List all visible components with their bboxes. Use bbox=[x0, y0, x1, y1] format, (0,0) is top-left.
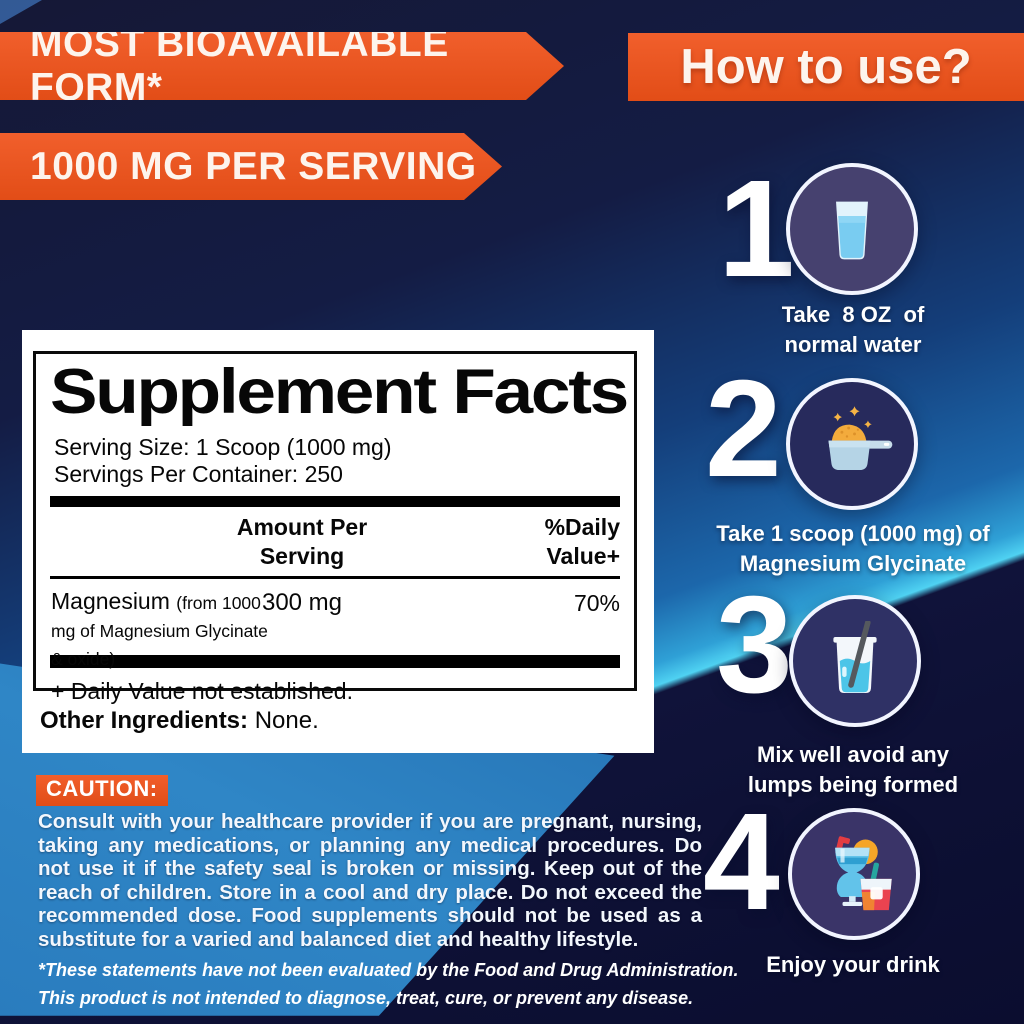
step-1-circle bbox=[786, 163, 918, 295]
divider-thick-bottom bbox=[50, 655, 620, 668]
fda-disclaimer: *These statements have not been evaluate… bbox=[38, 956, 758, 1012]
step-1-number: 1 bbox=[718, 152, 795, 306]
water-glass-icon bbox=[836, 201, 868, 260]
banner-per-serving-label: 1000 MG PER SERVING bbox=[30, 144, 477, 188]
nutrient-amount: 300 mg bbox=[261, 589, 343, 616]
step-3-number: 3 bbox=[716, 568, 793, 722]
other-ingredients-value: None. bbox=[248, 707, 319, 734]
fda-disclaimer-line2: This product is not intended to diagnose… bbox=[38, 988, 694, 1008]
nutrient-daily-value: 70% bbox=[573, 590, 620, 616]
mixing-beaker-icon bbox=[833, 621, 877, 693]
amount-per-serving-header: Amount Per Serving bbox=[236, 514, 368, 569]
step-2-number: 2 bbox=[705, 352, 782, 506]
how-to-use-header: How to use? bbox=[628, 33, 1024, 101]
divider-thin bbox=[50, 576, 620, 579]
supplement-facts-title: Supplement Facts bbox=[50, 357, 629, 427]
supplement-facts-box: Supplement Facts Serving Size: 1 Scoop (… bbox=[33, 351, 637, 704]
step-2-caption: Take 1 scoop (1000 mg) of Magnesium Glyc… bbox=[716, 521, 990, 576]
servings-per-container: Servings Per Container: 250 bbox=[54, 461, 343, 487]
serving-size: Serving Size: 1 Scoop (1000 mg) bbox=[54, 434, 392, 460]
banner-most-bioavailable: MOST BIOAVAILABLE FORM* bbox=[0, 32, 564, 100]
step-4-circle bbox=[788, 808, 920, 940]
nutrient-name-note: (from 1000 mg of Magnesium Glycinate & o… bbox=[51, 593, 268, 669]
step-1-caption: Take 8 OZ of normal water bbox=[781, 302, 925, 357]
other-ingredients: Other Ingredients: None. bbox=[40, 707, 319, 735]
caution-badge: CAUTION: bbox=[36, 775, 168, 806]
powder-scoop-icon bbox=[828, 406, 893, 471]
other-ingredients-label: Other Ingredients: bbox=[40, 707, 249, 734]
step-4-number: 4 bbox=[703, 785, 780, 939]
how-to-use-label: How to use? bbox=[680, 40, 972, 94]
drinks-icon bbox=[835, 836, 892, 911]
caution-badge-label: CAUTION: bbox=[46, 776, 158, 801]
nutrient-row: Magnesium (from 1000 mg of Magnesium Gly… bbox=[48, 588, 622, 669]
step-4-caption: Enjoy your drink bbox=[766, 952, 940, 977]
banner-per-serving: 1000 MG PER SERVING bbox=[0, 133, 502, 200]
nutrient-name: Magnesium (from 1000 mg of Magnesium Gly… bbox=[51, 588, 283, 672]
facts-header-row: Amount Per Serving %Daily Value+ bbox=[48, 513, 622, 573]
banner-most-bioavailable-label: MOST BIOAVAILABLE FORM* bbox=[30, 22, 449, 109]
step-3-circle bbox=[789, 595, 921, 727]
daily-value-header: %Daily Value+ bbox=[544, 514, 620, 569]
nutrient-name-main: Magnesium bbox=[51, 588, 170, 614]
daily-value-footnote: + Daily Value not established. bbox=[51, 678, 353, 704]
supplement-facts-panel: Supplement Facts Serving Size: 1 Scoop (… bbox=[22, 330, 654, 753]
step-2-circle bbox=[786, 378, 918, 510]
step-3-caption: Mix well avoid any lumps being formed bbox=[747, 742, 959, 797]
divider-thick bbox=[50, 496, 620, 507]
fda-disclaimer-line1: *These statements have not been evaluate… bbox=[38, 960, 739, 980]
caution-text: Consult with your healthcare provider if… bbox=[38, 810, 702, 951]
